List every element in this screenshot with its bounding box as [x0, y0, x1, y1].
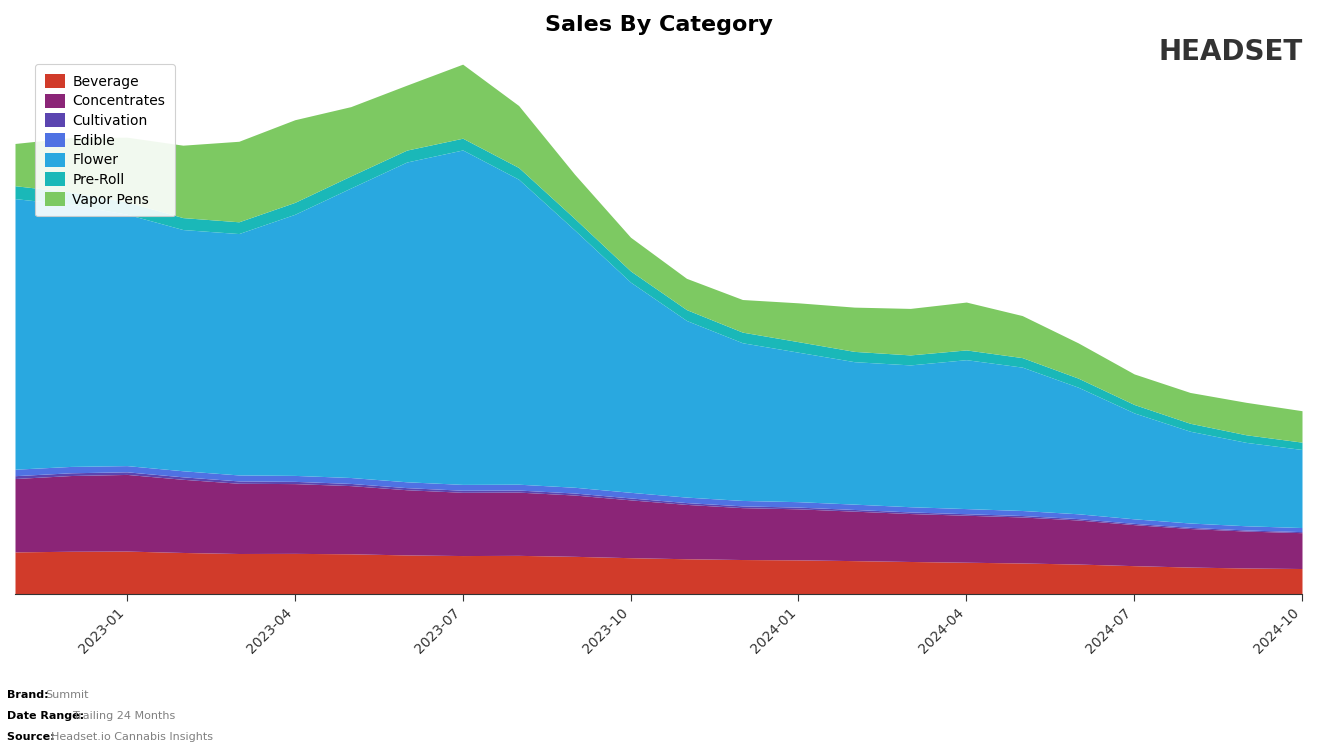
Title: Sales By Category: Sales By Category [544, 15, 773, 35]
Text: Summit: Summit [45, 691, 88, 700]
Legend: Beverage, Concentrates, Cultivation, Edible, Flower, Pre-Roll, Vapor Pens: Beverage, Concentrates, Cultivation, Edi… [34, 64, 175, 216]
Text: Source:: Source: [7, 733, 58, 742]
Text: Brand:: Brand: [7, 691, 53, 700]
Text: Trailing 24 Months: Trailing 24 Months [72, 712, 175, 721]
Text: Headset.io Cannabis Insights: Headset.io Cannabis Insights [51, 733, 213, 742]
Text: Date Range:: Date Range: [7, 712, 88, 721]
Text: HEADSET: HEADSET [1159, 38, 1304, 66]
